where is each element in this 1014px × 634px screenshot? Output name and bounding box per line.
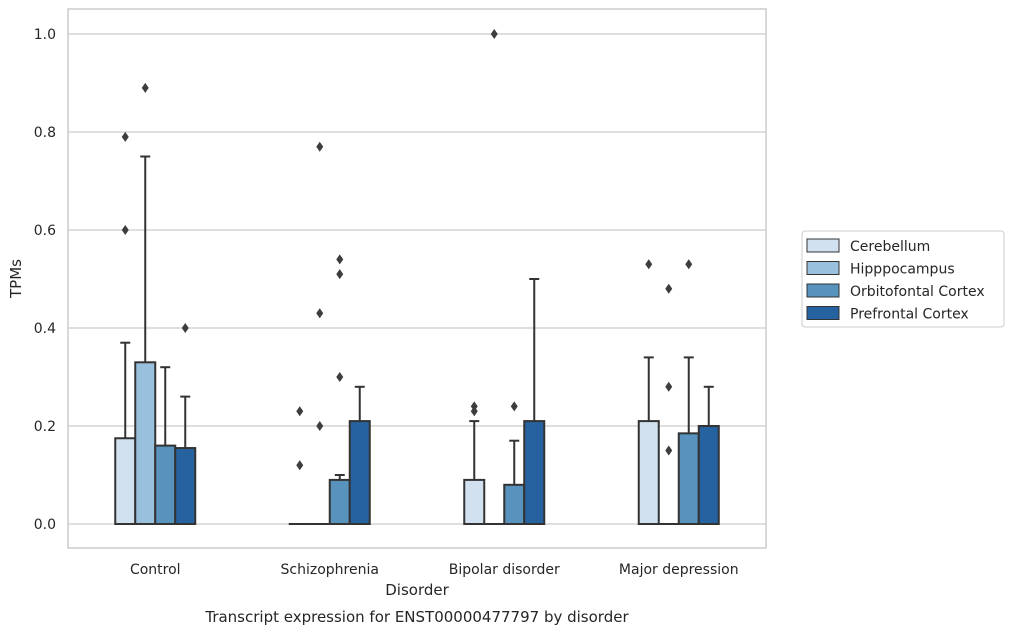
legend-label: Hipppocampus: [850, 262, 955, 278]
outlier-point: [316, 308, 324, 319]
outlier-point: [490, 29, 498, 39]
y-tick-label: 0.6: [34, 223, 56, 239]
legend-label: Orbitofontal Cortex: [850, 284, 985, 300]
bar-cerebellum: [637, 420, 660, 526]
x-tick-label: Schizophrenia: [281, 562, 379, 578]
outlier-point: [296, 460, 304, 471]
bar-prefrontal-cortex: [697, 425, 720, 525]
y-tick-label: 0.0: [34, 517, 56, 533]
bar-cerebellum: [114, 437, 137, 525]
legend: Cerebellum Hipppocampus Orbitofontal Corte…: [801, 230, 1005, 328]
outlier-point: [665, 445, 673, 456]
outlier-point: [316, 141, 324, 152]
y-tick-label: 0.2: [34, 419, 56, 435]
bar-cerebellum: [463, 478, 486, 525]
outlier-point: [510, 401, 518, 412]
legend-swatch: [806, 261, 840, 275]
outlier-point: [336, 372, 344, 382]
outlier-point: [336, 254, 344, 265]
y-tick-label: 1.0: [34, 27, 56, 43]
bar-prefrontal-cortex: [174, 447, 197, 525]
y-tick-labels: 0.0 0.2 0.4 0.6 0.8 1.0: [34, 27, 56, 533]
outlier-point: [665, 283, 673, 294]
legend-label: Cerebellum: [850, 239, 930, 255]
outlier-point: [665, 381, 673, 392]
outlier-point: [121, 225, 129, 235]
legend-label: Prefrontal Cortex: [850, 307, 969, 323]
outlier-point: [685, 259, 693, 270]
x-tick-label: Major depression: [619, 562, 739, 578]
plot-frame: [67, 8, 767, 549]
chart-title: Transcript expression for ENST0000047779…: [204, 608, 629, 626]
x-tick-label: Control: [130, 562, 181, 578]
legend-swatch: [806, 238, 840, 253]
bar-prefrontal-cortex: [523, 420, 546, 526]
error-bars: [120, 155, 714, 485]
y-tick-label: 0.8: [34, 125, 56, 141]
legend-swatch: [806, 306, 840, 320]
bar-orbitofontal-cortex: [503, 483, 526, 525]
outlier-point: [181, 323, 189, 333]
bar-orbitofontal-cortex: [154, 444, 177, 526]
x-tick-label: Bipolar disorder: [449, 562, 560, 578]
legend-box: [801, 230, 1005, 328]
legend-swatch: [806, 283, 840, 298]
outlier-point: [141, 82, 149, 93]
outliers: [121, 29, 693, 471]
y-axis-label: TPMs: [7, 259, 25, 299]
bar-hipppocampus: [134, 361, 157, 525]
outlier-point: [336, 269, 344, 280]
outlier-point: [121, 131, 129, 142]
bar-orbitofontal-cortex: [328, 478, 351, 525]
outlier-point: [645, 259, 653, 270]
bars: [114, 361, 720, 526]
bar-prefrontal-cortex: [348, 420, 371, 526]
outlier-point: [296, 406, 304, 417]
bar-orbitofontal-cortex: [677, 432, 700, 526]
outlier-point: [316, 421, 324, 431]
x-axis-label: Disorder: [385, 581, 449, 599]
y-tick-label: 0.4: [34, 321, 56, 337]
x-tick-labels: Control Schizophrenia Bipolar disorder Majo…: [130, 562, 739, 578]
outlier-point: [470, 401, 478, 412]
